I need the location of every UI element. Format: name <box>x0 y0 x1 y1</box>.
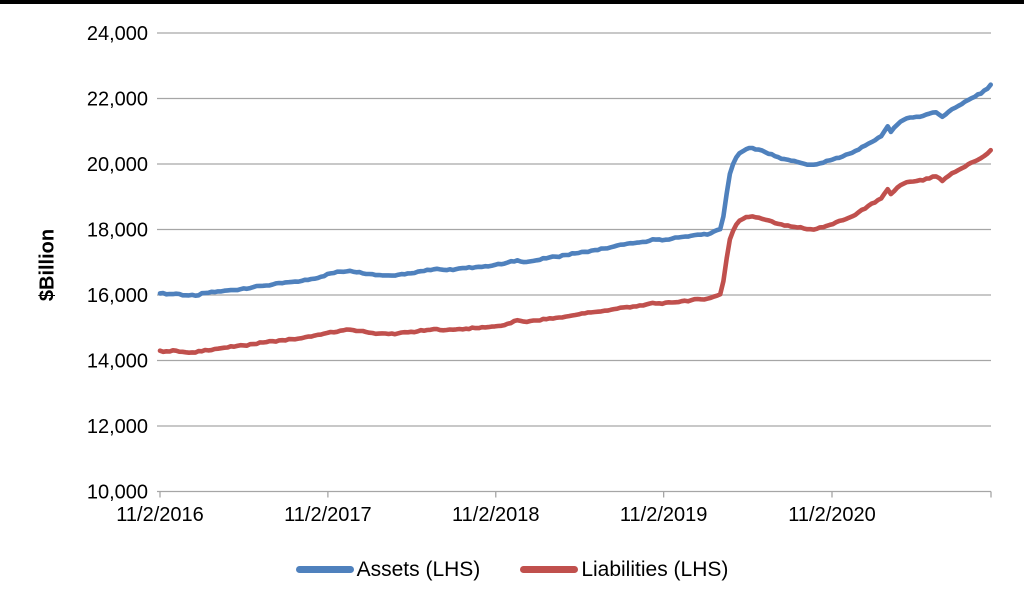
x-tick-label: 11/2/2018 <box>452 504 540 526</box>
liabilities-legend-label: Liabilities (LHS) <box>581 557 729 581</box>
y-tick-label: 20,000 <box>87 154 148 176</box>
y-tick-label: 22,000 <box>87 89 148 111</box>
x-tick-label: 11/2/2020 <box>788 504 876 526</box>
y-tick-label: 10,000 <box>87 482 148 504</box>
top-border-bar <box>0 0 1024 4</box>
legend-item-assets: Assets (LHS) <box>295 557 481 581</box>
x-tick-label: 11/2/2016 <box>116 504 204 526</box>
assets-line <box>157 82 994 299</box>
assets-legend-label: Assets (LHS) <box>356 557 481 581</box>
assets-legend-marker <box>295 565 354 573</box>
y-tick-label: 16,000 <box>87 285 148 307</box>
x-tick-label: 11/2/2017 <box>284 504 372 526</box>
liabilities-line <box>157 147 994 356</box>
x-tick-label: 11/2/2019 <box>620 504 708 526</box>
legend-item-liabilities: Liabilities (LHS) <box>520 559 728 580</box>
y-tick-label: 24,000 <box>87 23 148 45</box>
y-tick-label: 18,000 <box>87 220 148 242</box>
y-tick-label: 14,000 <box>87 351 148 373</box>
y-tick-label: 12,000 <box>87 416 148 438</box>
liabilities-legend-marker <box>520 565 579 573</box>
legend: Assets (LHS) Liabilities (LHS) <box>0 552 1024 586</box>
